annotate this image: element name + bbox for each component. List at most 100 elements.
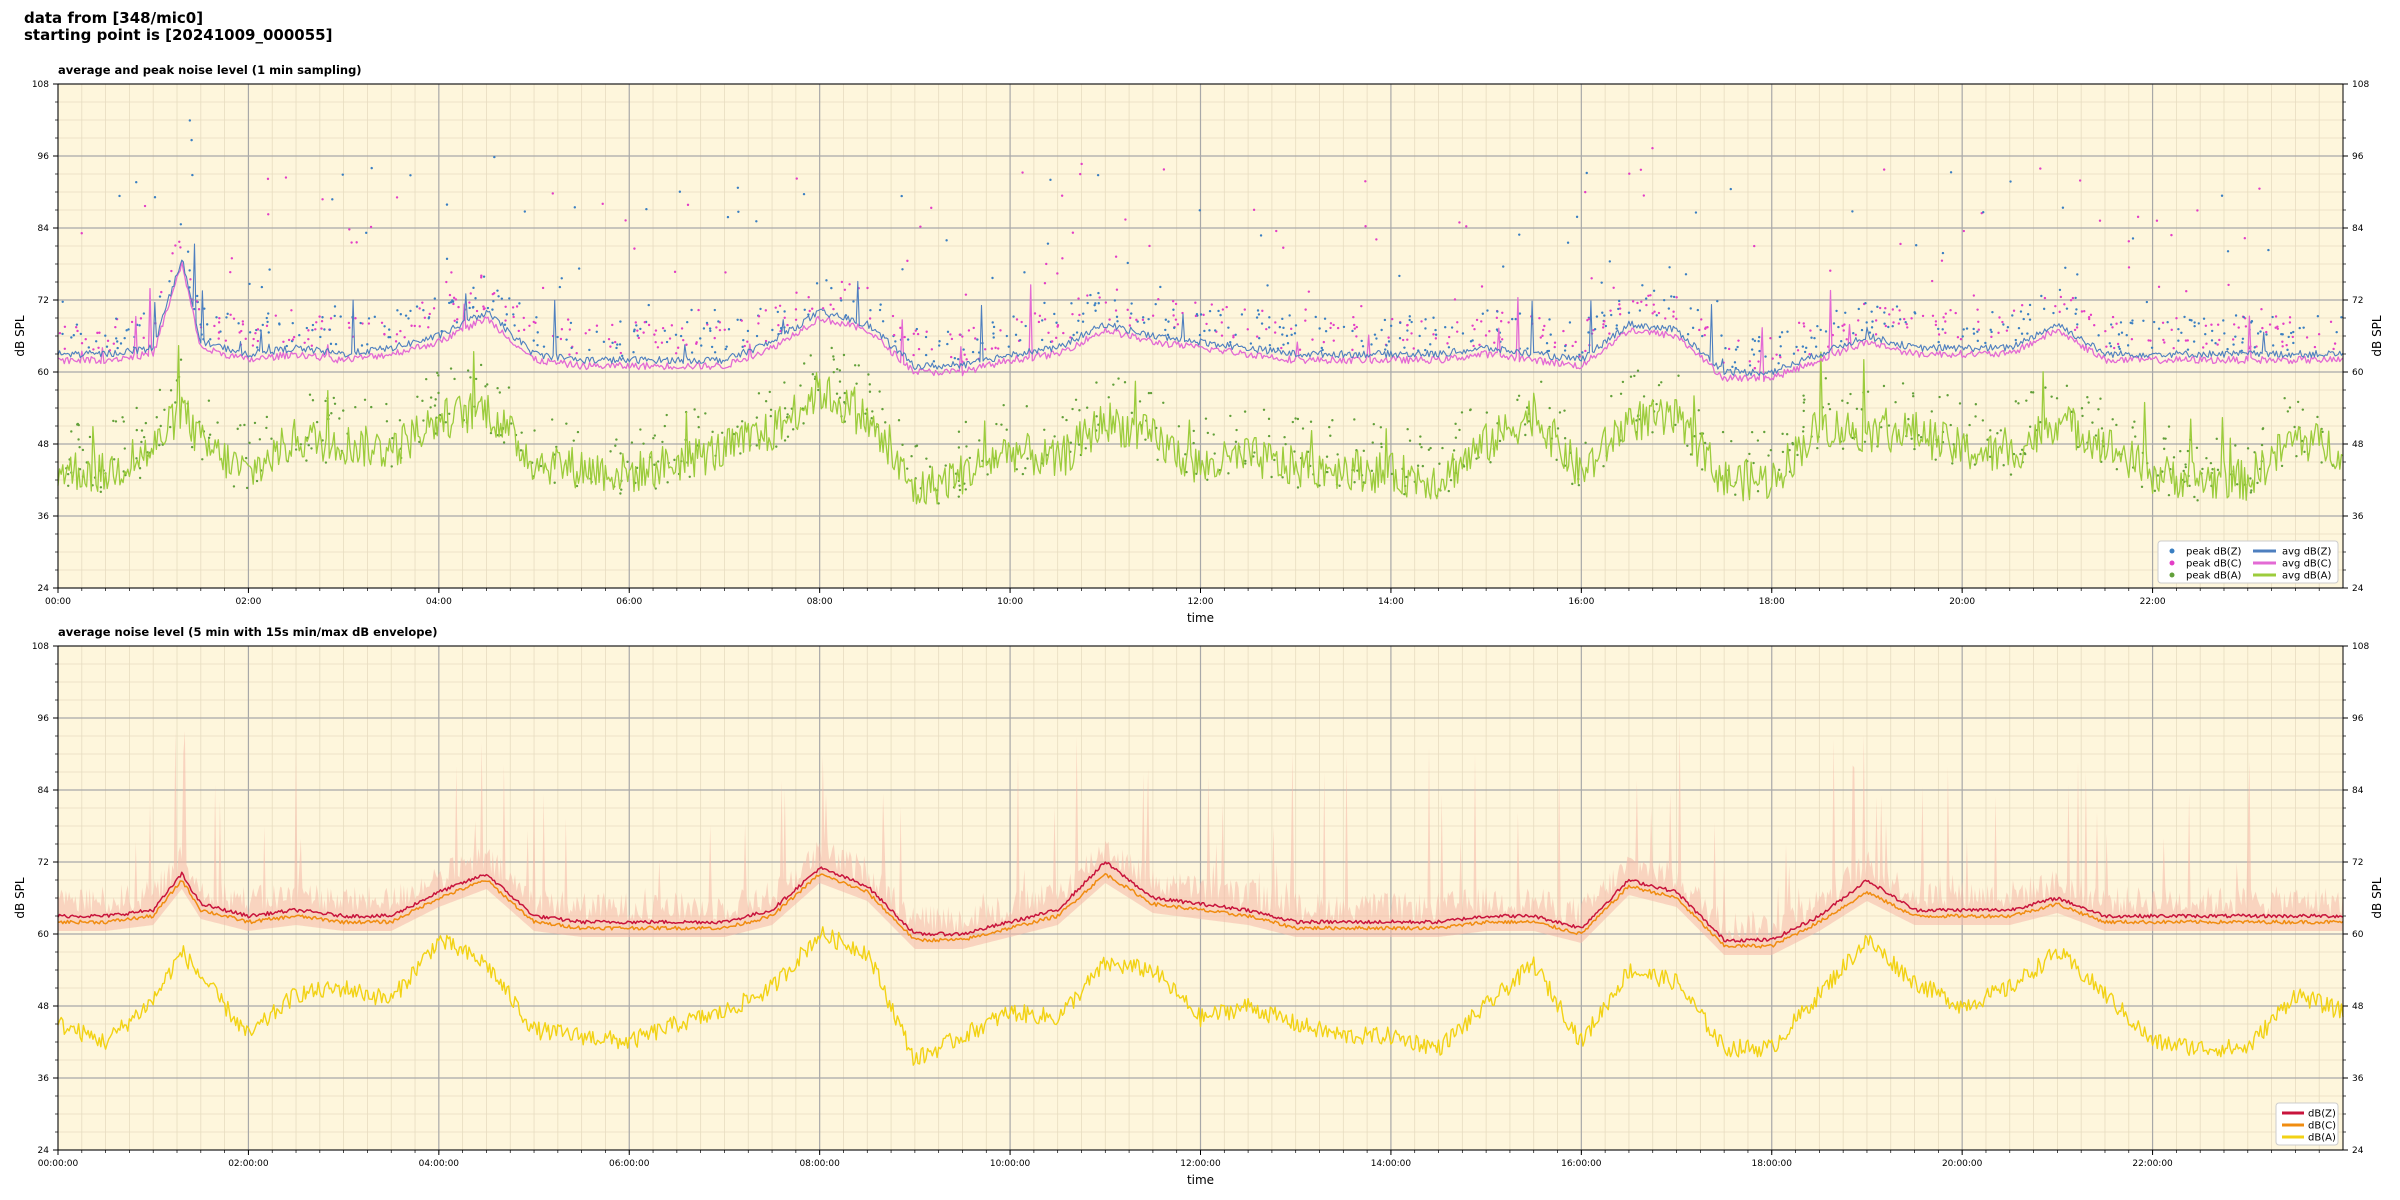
peak-a-point bbox=[425, 377, 428, 381]
peak-point bbox=[668, 337, 672, 340]
peak-a-point bbox=[1370, 469, 1374, 473]
peak-point bbox=[1198, 333, 1202, 337]
peak-point bbox=[1488, 330, 1491, 333]
peak-a-point bbox=[817, 388, 820, 392]
peak-point bbox=[916, 332, 920, 336]
peak-a-point bbox=[958, 484, 961, 487]
peak-point bbox=[230, 257, 234, 260]
peak-point bbox=[2286, 348, 2289, 352]
peak-point bbox=[639, 327, 642, 331]
peak-point bbox=[736, 186, 740, 189]
peak-point bbox=[1268, 344, 1272, 347]
peak-a-point bbox=[1454, 436, 1458, 439]
legend-label: dB(Z) bbox=[2308, 1109, 2336, 1120]
peak-point bbox=[1493, 341, 1496, 344]
peak-a-point bbox=[937, 502, 940, 505]
x-axis-label: time bbox=[1187, 1173, 1214, 1187]
peak-point bbox=[1649, 294, 1652, 297]
peak-point bbox=[1571, 344, 1574, 348]
peak-point bbox=[1757, 339, 1760, 343]
xtick-label: 12:00 bbox=[1188, 597, 1214, 607]
peak-a-point bbox=[2184, 463, 2187, 466]
ytick-label-right: 84 bbox=[2352, 224, 2364, 234]
peak-point bbox=[1412, 347, 1415, 350]
ytick-label-right: 24 bbox=[2352, 1146, 2364, 1156]
peak-point bbox=[725, 345, 728, 348]
peak-a-point bbox=[484, 385, 487, 388]
peak-a-point bbox=[769, 408, 773, 412]
peak-a-point bbox=[2055, 397, 2059, 400]
peak-point bbox=[2241, 337, 2245, 340]
peak-point bbox=[1481, 312, 1485, 315]
peak-point bbox=[1495, 316, 1499, 320]
peak-point bbox=[967, 329, 971, 332]
peak-a-point bbox=[258, 438, 262, 441]
peak-point bbox=[448, 293, 452, 297]
peak-a-point bbox=[1421, 464, 1425, 468]
peak-point bbox=[513, 324, 516, 327]
xtick-label: 06:00 bbox=[616, 597, 642, 607]
peak-point bbox=[1089, 293, 1092, 297]
peak-point bbox=[2147, 339, 2150, 342]
peak-point bbox=[179, 223, 183, 226]
peak-a-point bbox=[466, 369, 470, 372]
peak-point bbox=[1282, 246, 1285, 249]
peak-a-point bbox=[77, 438, 80, 441]
peak-a-point bbox=[479, 363, 483, 367]
peak-point bbox=[1601, 311, 1604, 314]
peak-point bbox=[1304, 319, 1307, 322]
peak-point bbox=[225, 316, 228, 319]
peak-a-point bbox=[1846, 401, 1849, 405]
peak-point bbox=[901, 268, 904, 271]
peak-point bbox=[1691, 326, 1695, 330]
peak-point bbox=[505, 313, 508, 316]
peak-point bbox=[2184, 339, 2188, 342]
peak-point bbox=[1753, 339, 1757, 343]
peak-point bbox=[2205, 342, 2208, 345]
peak-point bbox=[1595, 315, 1599, 318]
peak-a-point bbox=[1243, 410, 1247, 413]
peak-a-point bbox=[429, 406, 432, 409]
peak-point bbox=[976, 338, 979, 341]
xtick-label: 04:00:00 bbox=[419, 1159, 460, 1169]
peak-point bbox=[1318, 327, 1321, 330]
peak-point bbox=[1260, 322, 1264, 325]
peak-point bbox=[433, 297, 437, 300]
peak-point bbox=[215, 316, 218, 319]
peak-a-point bbox=[434, 398, 437, 401]
peak-point bbox=[1232, 336, 1235, 339]
peak-point bbox=[676, 346, 680, 349]
peak-point bbox=[1758, 349, 1761, 353]
peak-a-point bbox=[207, 436, 211, 440]
peak-point bbox=[971, 350, 975, 354]
peak-a-point bbox=[1958, 402, 1962, 405]
peak-point bbox=[2076, 273, 2079, 276]
peak-a-point bbox=[2235, 483, 2239, 486]
peak-point bbox=[2075, 308, 2078, 311]
peak-point bbox=[2192, 340, 2196, 343]
peak-point bbox=[802, 192, 806, 196]
peak-point bbox=[1672, 315, 1675, 318]
peak-point bbox=[1104, 301, 1108, 304]
xtick-label: 18:00:00 bbox=[1752, 1159, 1793, 1169]
peak-point bbox=[1962, 328, 1965, 331]
peak-point bbox=[1480, 285, 1484, 288]
peak-a-point bbox=[1912, 394, 1915, 398]
peak-point bbox=[1249, 342, 1253, 345]
peak-a-point bbox=[1192, 429, 1195, 433]
peak-point bbox=[635, 324, 638, 327]
peak-point bbox=[1496, 310, 1499, 313]
peak-point bbox=[718, 328, 722, 332]
peak-point bbox=[1716, 299, 1719, 303]
peak-a-point bbox=[2017, 402, 2020, 405]
legend-box bbox=[2157, 540, 2339, 584]
peak-point bbox=[347, 321, 351, 325]
peak-point bbox=[422, 308, 425, 312]
legend-label: avg dB(C) bbox=[2282, 559, 2332, 570]
peak-point bbox=[1910, 317, 1913, 320]
peak-a-point bbox=[1556, 427, 1560, 430]
peak-point bbox=[661, 326, 665, 330]
peak-point bbox=[1015, 318, 1019, 321]
peak-point bbox=[1792, 352, 1796, 355]
peak-a-point bbox=[809, 354, 812, 357]
